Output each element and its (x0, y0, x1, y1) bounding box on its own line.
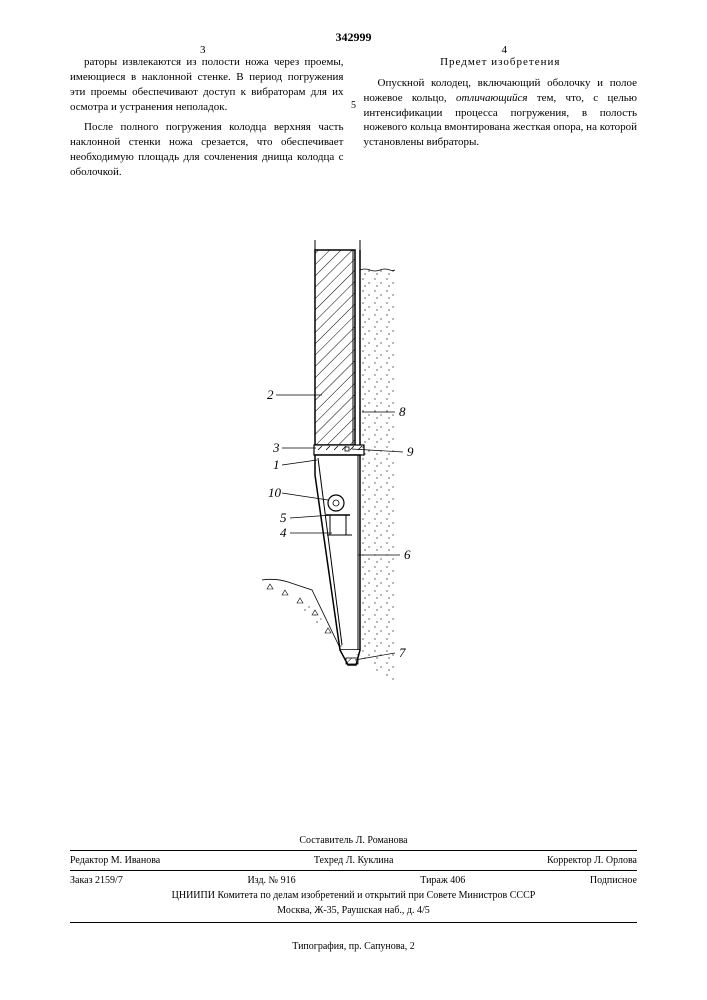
left-column: раторы извлекаются из полости ножа через… (70, 55, 344, 180)
fig-label-9: 9 (407, 444, 414, 459)
fig-label-3: 3 (272, 440, 280, 455)
compiler: Составитель Л. Романова (70, 835, 637, 846)
org2: Москва, Ж-35, Раушская наб., д. 4/5 (70, 905, 637, 916)
fig-label-2: 2 (267, 387, 274, 402)
right-column: Предмет изобретения Опускной колодец, вк… (364, 55, 638, 180)
figure: 2 3 1 10 5 4 8 9 6 7 (0, 240, 707, 770)
fig-label-10: 10 (268, 485, 282, 500)
fig-label-6: 6 (404, 547, 411, 562)
izd: Изд. № 916 (247, 875, 295, 886)
fig-label-7: 7 (399, 645, 406, 660)
fig-label-5: 5 (280, 510, 287, 525)
podpisnoe: Подписное (590, 875, 637, 886)
patent-number: 342999 (336, 30, 372, 45)
footer: Составитель Л. Романова Редактор М. Иван… (70, 835, 637, 925)
right-p1: Опускной колодец, включающий оболочку и … (364, 76, 638, 150)
editor: Редактор М. Иванова (70, 855, 160, 866)
claims-heading: Предмет изобретения (364, 55, 638, 70)
typography: Типография, пр. Сапунова, 2 (0, 941, 707, 952)
left-p2: После полного погружения колодца верхняя… (70, 120, 344, 179)
techred: Техред Л. Куклина (314, 855, 394, 866)
left-p1: раторы извлекаются из полости ножа через… (70, 55, 344, 114)
order: Заказ 2159/7 (70, 875, 123, 886)
fig-label-1: 1 (273, 457, 280, 472)
tirazh: Тираж 406 (420, 875, 465, 886)
corrector: Корректор Л. Орлова (547, 855, 637, 866)
org1: ЦНИИПИ Комитета по делам изобретений и о… (70, 890, 637, 901)
fig-label-4: 4 (280, 525, 287, 540)
text-columns: раторы извлекаются из полости ножа через… (70, 55, 637, 180)
right-p1-italic: отличающийся (456, 92, 528, 104)
fig-label-8: 8 (399, 404, 406, 419)
